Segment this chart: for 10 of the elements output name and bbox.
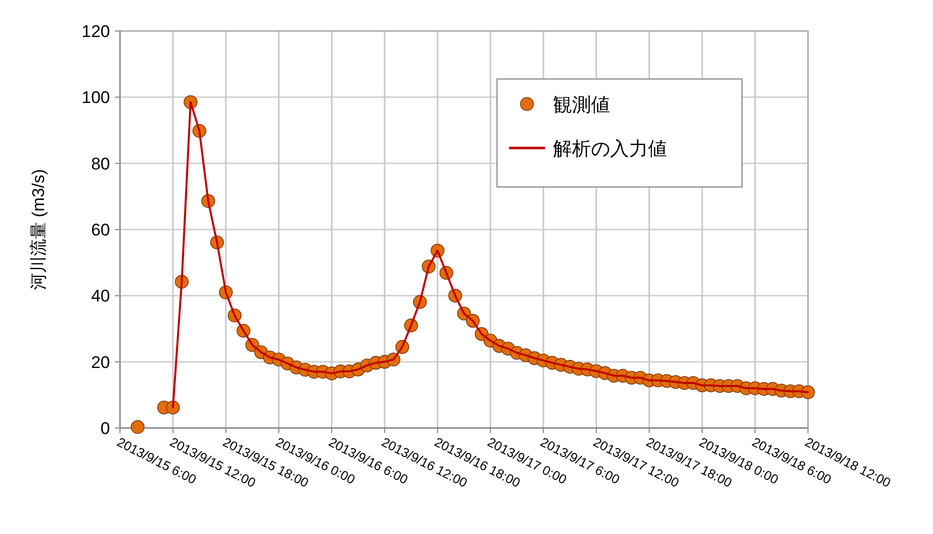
y-tick-label: 0 [100, 419, 110, 438]
y-tick-label: 120 [82, 22, 110, 41]
y-axis-title: 河川流量 (m3/s) [29, 169, 48, 290]
y-tick-label: 60 [91, 220, 110, 240]
y-tick-label: 40 [91, 286, 110, 306]
y-tick-label: 20 [91, 352, 110, 372]
y-tick-label: 80 [91, 154, 110, 174]
legend-label: 観測値 [553, 95, 610, 116]
legend-label: 解析の入力値 [553, 139, 667, 160]
y-tick-label: 100 [82, 88, 110, 108]
